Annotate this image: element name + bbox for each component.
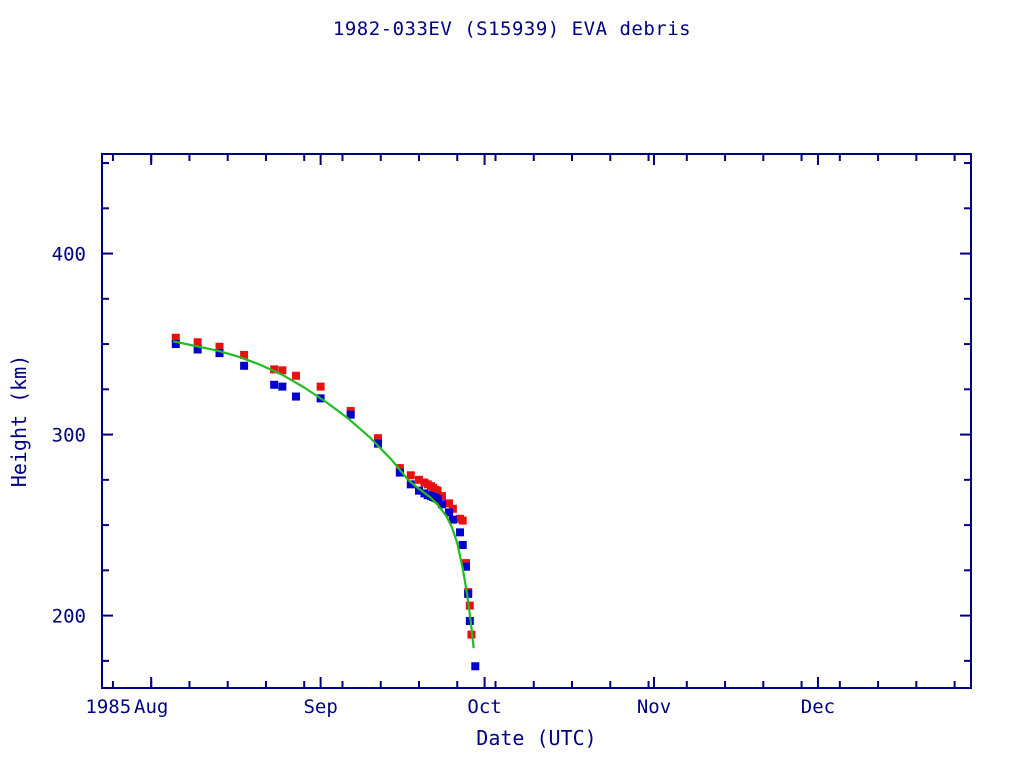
data-point-perigee — [292, 392, 301, 401]
x-axis-year-label: 1985 — [85, 696, 131, 718]
x-tick-label: Oct — [467, 696, 501, 718]
data-point-perigee — [374, 439, 383, 448]
data-point-apogee — [240, 350, 249, 359]
data-point-perigee — [461, 562, 470, 571]
data-point-apogee — [395, 464, 404, 473]
data-point-apogee — [437, 492, 446, 501]
data-point-apogee — [414, 475, 423, 484]
x-tick-label: Sep — [303, 696, 337, 718]
data-point-perigee — [414, 486, 423, 495]
x-tick-label: Nov — [637, 696, 671, 718]
data-point-perigee — [406, 480, 415, 489]
data-point-apogee — [465, 601, 474, 610]
data-point-apogee — [278, 366, 287, 375]
data-point-apogee — [445, 499, 454, 508]
data-point-perigee — [215, 349, 224, 358]
data-point-perigee — [437, 500, 446, 509]
data-point-apogee — [171, 333, 180, 342]
x-axis-title: Date (UTC) — [476, 726, 596, 750]
data-point-apogee — [215, 342, 224, 351]
data-point-perigee — [448, 515, 457, 524]
data-point-perigee — [433, 494, 442, 503]
data-point-perigee — [193, 345, 202, 354]
data-point-perigee — [458, 540, 467, 549]
data-point-apogee — [458, 516, 467, 525]
data-point-perigee — [240, 361, 249, 370]
y-tick-label: 400 — [52, 244, 86, 266]
data-point-apogee — [406, 471, 415, 480]
data-point-apogee — [374, 434, 383, 443]
series-apogee — [171, 333, 476, 639]
data-point-apogee — [292, 371, 301, 380]
data-point-perigee — [346, 410, 355, 419]
page-title: 1982-033EV (S15939) EVA debris — [332, 18, 692, 40]
data-point-perigee — [445, 508, 454, 517]
x-tick-label: Aug — [134, 696, 168, 718]
data-point-perigee — [278, 382, 287, 391]
data-point-perigee — [171, 340, 180, 349]
x-tick-label: Dec — [801, 696, 835, 718]
data-point-perigee — [395, 468, 404, 477]
data-point-apogee — [316, 382, 325, 391]
data-point-apogee — [193, 338, 202, 347]
data-point-apogee — [433, 486, 442, 495]
y-tick-label: 200 — [52, 606, 86, 628]
series-line-mean-height-fit — [172, 340, 475, 649]
data-point-perigee — [270, 380, 279, 389]
series-perigee — [171, 340, 480, 671]
data-point-perigee — [471, 662, 480, 671]
plot-frame — [101, 153, 972, 689]
y-tick-label: 300 — [52, 425, 86, 447]
data-point-apogee — [270, 365, 279, 374]
y-axis-title: Height (km) — [7, 355, 31, 487]
data-point-perigee — [455, 528, 464, 537]
